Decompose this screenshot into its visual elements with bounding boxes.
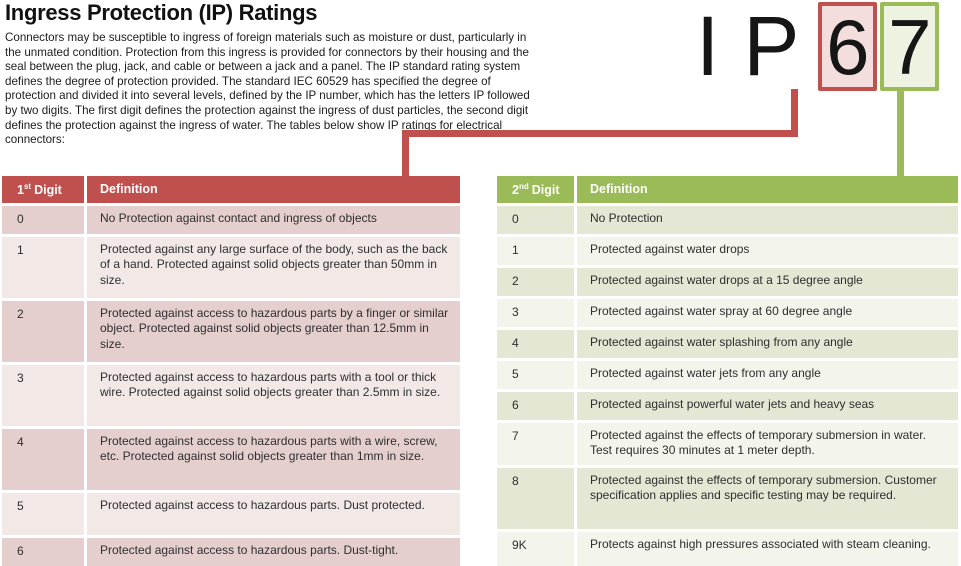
digit-cell: 3 xyxy=(497,299,577,327)
digit-cell: 2 xyxy=(2,301,87,362)
table-row: 5 Protected against water jets from any a… xyxy=(497,361,958,389)
definition-cell: Protected against water drops at a 15 de… xyxy=(577,268,958,296)
digit-cell: 6 xyxy=(2,538,87,566)
first-digit-table-header: 1st Digit Definition xyxy=(2,176,460,203)
header-definition-label: Definition xyxy=(590,181,648,196)
definition-cell: Protected against water jets from any an… xyxy=(577,361,958,389)
table-row: 8 Protected against the effects of tempor… xyxy=(497,468,958,529)
page-title: Ingress Protection (IP) Ratings xyxy=(5,0,318,25)
table-row: 6 Protected against access to hazardous p… xyxy=(2,538,460,566)
header-digit-label: 2nd Digit xyxy=(497,176,577,203)
definition-cell: Protected against access to hazardous pa… xyxy=(87,301,460,362)
red-connector-line-drop xyxy=(402,130,409,177)
digit-cell: 5 xyxy=(497,361,577,389)
table-row: 2 Protected against access to hazardous p… xyxy=(2,301,460,362)
intro-paragraph: Connectors may be susceptible to ingress… xyxy=(5,31,530,147)
second-digit-table: 2nd Digit Definition 0 No Protection 1 Prot… xyxy=(497,176,958,566)
definition-cell: Protected against access to hazardous pa… xyxy=(87,365,460,426)
definition-cell: No Protection against contact and ingres… xyxy=(87,206,460,234)
digit-cell: 1 xyxy=(2,237,87,298)
digit-cell: 0 xyxy=(497,206,577,234)
ip-letter-p: P xyxy=(743,0,800,93)
digit-cell: 7 xyxy=(497,423,577,465)
definition-cell: Protected against access to hazardous pa… xyxy=(87,538,460,566)
table-row: 0 No Protection against contact and ingre… xyxy=(2,206,460,234)
table-row: 3 Protected against water spray at 60 deg… xyxy=(497,299,958,327)
definition-cell: Protects against high pressures associat… xyxy=(577,532,958,566)
table-row: 5 Protected against access to hazardous p… xyxy=(2,493,460,535)
table-row: 4 Protected against access to hazardous p… xyxy=(2,429,460,490)
second-digit-box: 7 xyxy=(880,2,940,91)
digit-cell: 5 xyxy=(2,493,87,535)
second-digit-table-header: 2nd Digit Definition xyxy=(497,176,958,203)
definition-cell: Protected against water drops xyxy=(577,237,958,265)
table-row: 3 Protected against access to hazardous p… xyxy=(2,365,460,426)
definition-cell: Protected against access to hazardous pa… xyxy=(87,493,460,535)
table-row: 6 Protected against powerful water jets a… xyxy=(497,392,958,420)
definition-cell: Protected against powerful water jets an… xyxy=(577,392,958,420)
digit-cell: 3 xyxy=(2,365,87,426)
digit-cell: 4 xyxy=(2,429,87,490)
red-connector-line-horizontal xyxy=(402,130,798,137)
definition-cell: Protected against water splashing from a… xyxy=(577,330,958,358)
first-digit-table: 1st Digit Definition 0 No Protection again… xyxy=(2,176,460,566)
digit-cell: 0 xyxy=(2,206,87,234)
digit-cell: 4 xyxy=(497,330,577,358)
green-connector-line xyxy=(897,89,904,177)
first-digit-box: 6 xyxy=(818,2,878,91)
table-row: 9K Protects against high pressures associ… xyxy=(497,532,958,566)
digit-cell: 8 xyxy=(497,468,577,529)
table-row: 1 Protected against any large surface of … xyxy=(2,237,460,298)
table-row: 4 Protected against water splashing from … xyxy=(497,330,958,358)
ip-letter-i: I xyxy=(696,0,720,93)
table-row: 7 Protected against the effects of tempor… xyxy=(497,423,958,465)
definition-cell: Protected against the effects of tempora… xyxy=(577,423,958,465)
table-row: 2 Protected against water drops at a 15 d… xyxy=(497,268,958,296)
header-digit-label: 1st Digit xyxy=(2,176,87,203)
table-row: 1 Protected against water drops xyxy=(497,237,958,265)
digit-cell: 2 xyxy=(497,268,577,296)
digit-cell: 9K xyxy=(497,532,577,566)
definition-cell: No Protection xyxy=(577,206,958,234)
digit-cell: 1 xyxy=(497,237,577,265)
table-row: 0 No Protection xyxy=(497,206,958,234)
ip-code-graphic: I P 6 7 xyxy=(688,0,940,93)
header-definition-label: Definition xyxy=(100,181,158,196)
definition-cell: Protected against any large surface of t… xyxy=(87,237,460,298)
red-connector-line-stub xyxy=(791,89,798,137)
definition-cell: Protected against water spray at 60 degr… xyxy=(577,299,958,327)
definition-cell: Protected against access to hazardous pa… xyxy=(87,429,460,490)
digit-cell: 6 xyxy=(497,392,577,420)
definition-cell: Protected against the effects of tempora… xyxy=(577,468,958,529)
